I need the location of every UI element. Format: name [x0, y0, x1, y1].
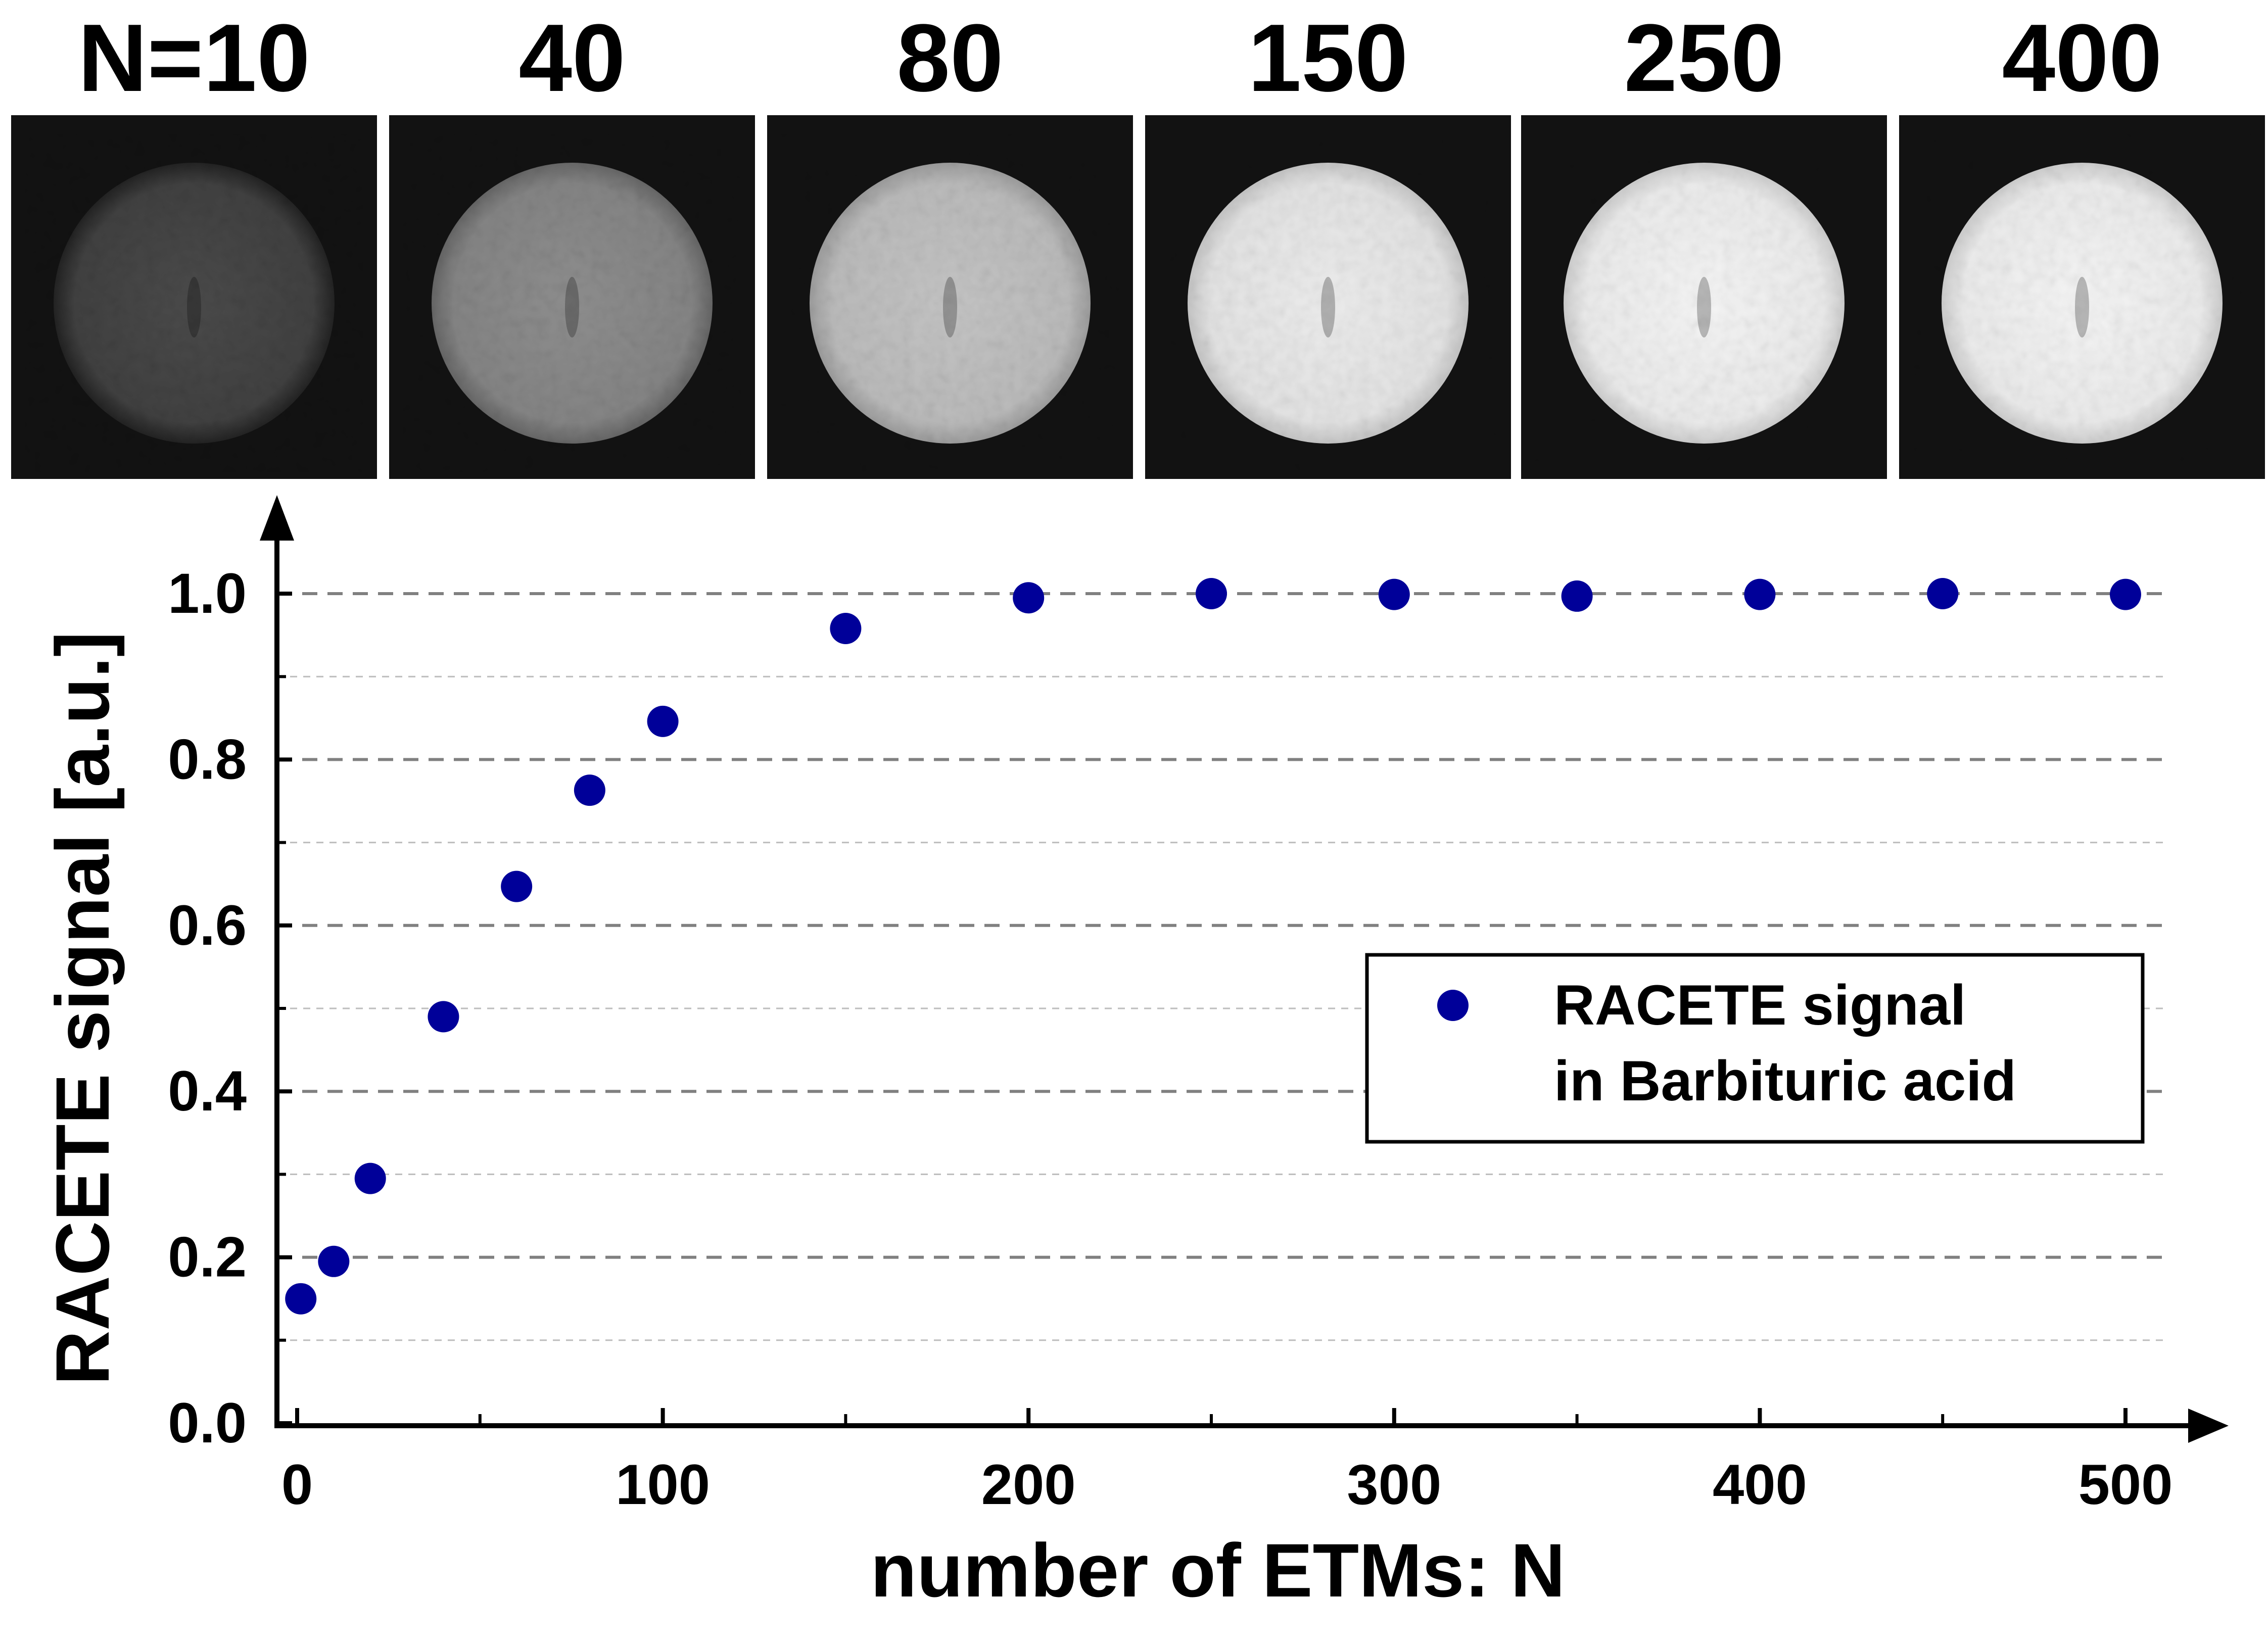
mri-phantom-image — [767, 115, 1133, 479]
y-tick-label: 0.8 — [168, 728, 247, 791]
grid-lines — [277, 592, 2166, 1341]
data-point — [574, 774, 605, 806]
x-tick-label: 500 — [2078, 1453, 2173, 1516]
data-points — [285, 578, 2141, 1315]
legend-marker — [1437, 990, 1469, 1021]
legend-label: RACETE signal — [1554, 974, 1966, 1037]
x-tick-label: 100 — [616, 1453, 710, 1516]
data-point — [1196, 578, 1227, 609]
y-axis-title: RACETE signal [a.u.] — [40, 632, 125, 1385]
mri-phantom-image — [1145, 115, 1511, 479]
y-tick-label: 0.4 — [168, 1059, 247, 1123]
mri-image-panel — [11, 115, 377, 479]
y-tick-label: 0.0 — [168, 1391, 247, 1455]
axes — [260, 495, 2229, 1443]
panel-label: 40 — [518, 5, 626, 112]
mri-phantom-image — [389, 115, 755, 479]
scatter-chart: 0.0 0.2 0.4 0.6 0.8 1.0 0 100 200 300 400 500 numbe… — [40, 495, 2229, 1613]
data-point — [1378, 578, 1410, 610]
x-axis-title: number of ETMs: N — [871, 1528, 1566, 1613]
legend: RACETE signal in Barbituric acid — [1365, 953, 2145, 1144]
data-point — [830, 612, 862, 644]
y-tick-label: 0.6 — [168, 894, 247, 957]
panel-label: 80 — [896, 5, 1004, 112]
mri-phantom-image — [11, 115, 377, 479]
panel-label: 150 — [1248, 5, 1408, 112]
mri-image-panel — [767, 115, 1133, 479]
data-point — [285, 1283, 317, 1315]
mri-phantom-image — [1521, 115, 1887, 479]
x-tick-label: 200 — [981, 1453, 1076, 1516]
data-point — [354, 1162, 386, 1194]
mri-image-panel — [1521, 115, 1887, 479]
y-axis-arrow — [260, 495, 294, 541]
panel-label: 400 — [2002, 5, 2162, 112]
legend-label: in Barbituric acid — [1554, 1049, 2016, 1112]
panel-label: 250 — [1624, 5, 1784, 112]
mri-image-panel — [389, 115, 755, 479]
data-point — [428, 1001, 459, 1033]
y-tick-label: 1.0 — [168, 562, 247, 625]
data-point — [501, 870, 533, 902]
x-tick-label: 300 — [1347, 1453, 1441, 1516]
data-point — [1013, 582, 1045, 614]
mri-image-panel — [1899, 115, 2265, 479]
y-tick-label: 0.2 — [168, 1226, 247, 1289]
data-point — [1561, 580, 1593, 612]
mri-panel-row: N=10 40 80 150 250 400 — [0, 0, 2268, 485]
mri-phantom-image — [1899, 115, 2265, 479]
data-point — [1927, 578, 1959, 609]
panel-label: N=10 — [78, 5, 310, 112]
data-point — [1744, 578, 1776, 610]
legend-box — [1365, 953, 2145, 1144]
mri-image-panel — [1145, 115, 1511, 479]
x-tick-label: 400 — [1713, 1453, 1807, 1516]
data-point — [318, 1245, 350, 1277]
x-tick-label: 0 — [281, 1453, 313, 1516]
x-axis-arrow — [2188, 1409, 2229, 1443]
data-point — [647, 705, 679, 737]
axis-ticks: 0.0 0.2 0.4 0.6 0.8 1.0 0 100 200 300 400 500 — [168, 562, 2172, 1516]
data-point — [2110, 578, 2141, 610]
